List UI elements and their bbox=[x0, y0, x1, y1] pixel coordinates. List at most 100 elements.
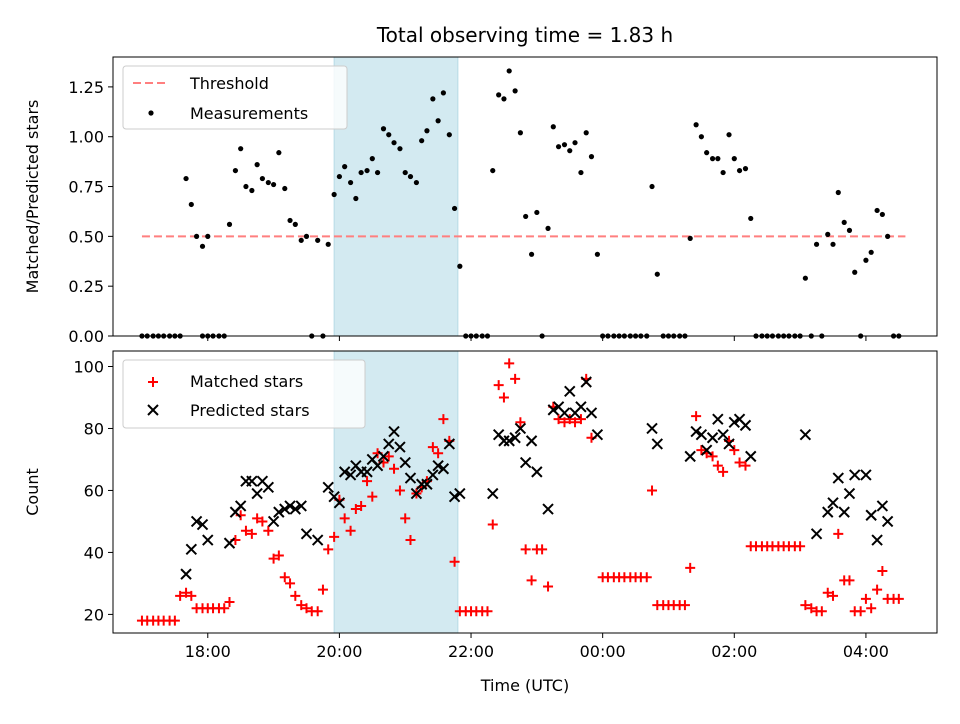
measurement-point bbox=[232, 167, 239, 174]
predicted-star-point bbox=[427, 469, 439, 481]
predicted-star-point bbox=[849, 469, 861, 481]
matched-star-point bbox=[734, 457, 745, 468]
legend-measurement-swatch bbox=[148, 110, 154, 116]
matched-star-point bbox=[482, 606, 493, 617]
matched-star-point bbox=[263, 525, 274, 536]
matched-star-point bbox=[487, 519, 498, 530]
matched-star-point bbox=[816, 606, 827, 617]
predicted-star-point bbox=[498, 435, 510, 447]
x-tick-label: 00:00 bbox=[580, 642, 626, 661]
matched-star-point bbox=[405, 535, 416, 546]
measurement-point bbox=[830, 241, 836, 247]
measurement-point bbox=[578, 169, 584, 176]
matched-star-point bbox=[181, 587, 192, 598]
matched-star-point bbox=[795, 541, 806, 552]
predicted-star-point bbox=[404, 472, 417, 484]
matched-star-point bbox=[537, 544, 548, 555]
measurement-point bbox=[457, 263, 463, 269]
measurement-point bbox=[364, 167, 370, 174]
predicted-star-point bbox=[454, 487, 466, 500]
measurement-point bbox=[825, 231, 831, 237]
predicted-star-point bbox=[531, 466, 543, 478]
predicted-star-point bbox=[311, 534, 324, 546]
predicted-star-point bbox=[843, 487, 856, 500]
matched-star-point bbox=[641, 572, 652, 583]
matched-star-point bbox=[329, 531, 340, 542]
predicted-star-point bbox=[585, 407, 598, 419]
measurement-point bbox=[369, 156, 375, 162]
measurement-point bbox=[303, 233, 310, 239]
y-tick-label: 0.75 bbox=[68, 178, 104, 197]
matched-star-point bbox=[515, 417, 526, 428]
chart-title: Total observing time = 1.83 h bbox=[376, 23, 673, 47]
predicted-star-point bbox=[712, 413, 724, 425]
measurement-point bbox=[879, 211, 885, 218]
matched-star-point bbox=[224, 597, 235, 608]
predicted-star-point bbox=[525, 435, 538, 447]
measurement-point bbox=[276, 150, 282, 156]
predicted-star-point bbox=[695, 428, 708, 441]
measurement-point bbox=[243, 183, 249, 190]
matched-star-point bbox=[647, 485, 658, 496]
matched-star-point bbox=[389, 463, 400, 474]
measurement-point bbox=[852, 269, 858, 275]
y-tick-label: 0.50 bbox=[68, 227, 104, 246]
measurement-point bbox=[193, 233, 200, 239]
matched-star-point bbox=[510, 373, 521, 384]
measurement-point bbox=[331, 191, 337, 198]
measurement-point bbox=[567, 148, 573, 154]
measurement-point bbox=[874, 207, 880, 214]
measurement-point bbox=[315, 237, 321, 243]
measurement-point bbox=[446, 132, 452, 138]
measurement-point bbox=[407, 173, 414, 180]
matched-star-point bbox=[860, 593, 871, 604]
measurement-point bbox=[336, 173, 343, 180]
measurement-point bbox=[292, 221, 298, 227]
predicted-star-point bbox=[723, 438, 735, 450]
predicted-star-point bbox=[202, 534, 214, 546]
measurement-point bbox=[649, 183, 655, 190]
measurement-point bbox=[802, 275, 808, 281]
predicted-star-point bbox=[876, 500, 889, 512]
predicted-star-point bbox=[810, 528, 823, 540]
matched-star-point bbox=[257, 516, 268, 527]
ratio-panel: 0.00 0.25 0.50 0.75 1.00 1.25 Matched/Predict… bbox=[23, 56, 938, 346]
predicted-star-point bbox=[289, 503, 302, 515]
measurement-point bbox=[698, 134, 704, 140]
matched-star-point bbox=[290, 590, 301, 601]
measurement-point bbox=[523, 213, 529, 220]
predicted-star-point bbox=[246, 475, 258, 487]
measurement-point bbox=[238, 146, 244, 152]
matched-star-point bbox=[252, 513, 263, 524]
predicted-star-point bbox=[487, 487, 499, 500]
predicted-star-point bbox=[284, 500, 296, 512]
count-legend-box bbox=[122, 359, 366, 429]
measurement-point bbox=[863, 257, 869, 263]
matched-star-point bbox=[559, 417, 570, 428]
matched-star-point bbox=[312, 606, 323, 617]
measurement-point bbox=[424, 128, 430, 134]
measurement-point bbox=[506, 68, 512, 74]
predicted-star-point bbox=[322, 481, 334, 494]
predicted-star-point bbox=[580, 376, 592, 388]
matched-star-point bbox=[273, 550, 284, 561]
matched-star-point bbox=[833, 528, 844, 539]
matched-star-point bbox=[855, 606, 866, 617]
measurement-point bbox=[654, 271, 660, 277]
predicted-star-point bbox=[267, 515, 280, 528]
measurement-point bbox=[594, 251, 600, 257]
matched-star-point bbox=[844, 575, 855, 586]
matched-star-point bbox=[729, 445, 740, 456]
measurement-point bbox=[298, 237, 304, 243]
matched-star-point bbox=[685, 562, 696, 573]
predicted-star-point bbox=[388, 425, 400, 438]
matched-star-point bbox=[345, 525, 356, 536]
measurement-point bbox=[835, 189, 841, 196]
predicted-star-point bbox=[706, 432, 719, 444]
predicted-star-point bbox=[361, 466, 373, 478]
measurement-point bbox=[397, 146, 403, 152]
ratio-plot-frame bbox=[112, 56, 938, 337]
y-tick-label: 60 bbox=[84, 481, 104, 500]
measurement-point bbox=[693, 122, 699, 128]
measurement-point bbox=[687, 235, 693, 241]
